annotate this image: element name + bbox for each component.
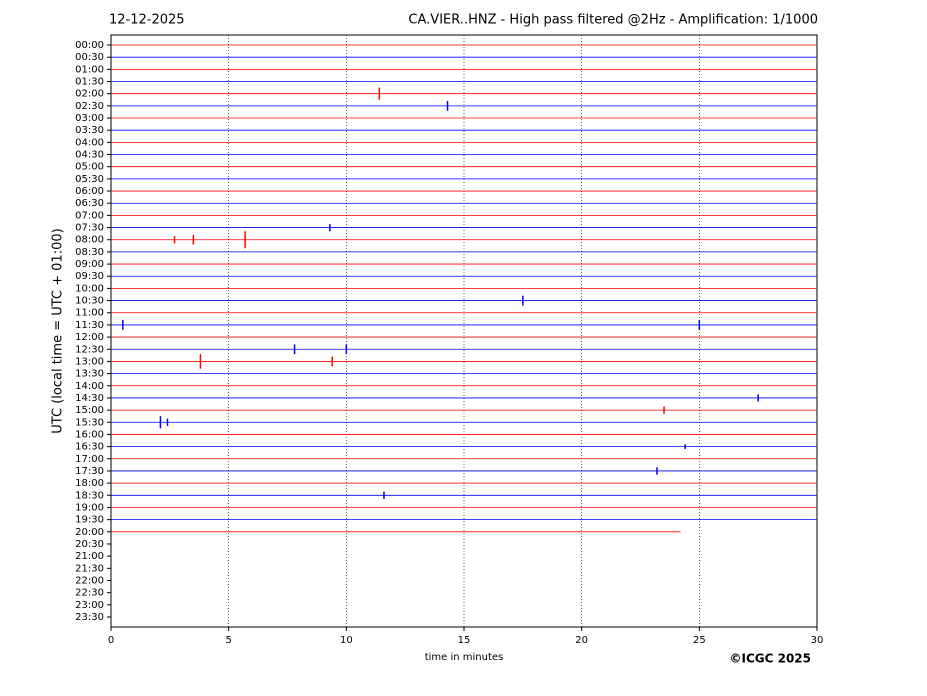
plot-frame: [110, 34, 818, 628]
y-tick-label: 09:00: [75, 259, 104, 270]
y-tick-label: 03:00: [75, 113, 104, 124]
y-tick-label: 18:00: [75, 478, 104, 489]
x-tick-label: 25: [693, 635, 706, 646]
y-tick-label: 04:00: [75, 137, 104, 148]
y-tick-label: 01:30: [75, 77, 104, 88]
y-tick-label: 00:00: [75, 40, 104, 51]
chart-title: 12-12-2025: [109, 13, 185, 28]
y-tick-label: 20:30: [75, 539, 104, 550]
y-tick-label: 04:30: [75, 150, 104, 161]
credit: ©ICGC 2025: [729, 652, 811, 666]
y-tick-label: 23:00: [75, 600, 104, 611]
y-tick-label: 19:30: [75, 515, 104, 526]
y-tick-label: 13:30: [75, 369, 104, 380]
y-tick-label: 09:30: [75, 271, 104, 282]
y-tick-label: 12:30: [75, 344, 104, 355]
y-tick-label: 23:30: [75, 612, 104, 623]
y-axis-label: UTC (local time = UTC + 01:00): [51, 228, 66, 433]
y-tick-label: 12:00: [75, 332, 104, 343]
y-tick-label: 02:30: [75, 101, 104, 112]
y-tick-label: 19:00: [75, 502, 104, 513]
y-tick-label: 03:30: [75, 125, 104, 136]
x-tick-label: 10: [340, 635, 353, 646]
y-tick-label: 00:30: [75, 52, 104, 63]
y-tick-label: 10:00: [75, 283, 104, 294]
y-tick-label: 16:30: [75, 442, 104, 453]
x-axis-label: time in minutes: [425, 652, 504, 663]
y-tick-label: 05:00: [75, 162, 104, 173]
chart-subtitle: CA.VIER..HNZ - High pass filtered @2Hz -…: [408, 13, 818, 28]
y-tick-label: 17:30: [75, 466, 104, 477]
y-tick-label: 22:30: [75, 588, 104, 599]
y-tick-label: 13:00: [75, 356, 104, 367]
y-tick-label: 08:00: [75, 235, 104, 246]
y-tick-label: 10:30: [75, 296, 104, 307]
x-tick-label: 0: [108, 635, 114, 646]
y-tick-label: 08:30: [75, 247, 104, 258]
y-tick-label: 18:30: [75, 490, 104, 501]
y-tick-label: 06:00: [75, 186, 104, 197]
y-tick-label: 06:30: [75, 198, 104, 209]
y-tick-label: 07:00: [75, 210, 104, 221]
y-tick-label: 11:00: [75, 308, 104, 319]
x-tick-label: 5: [225, 635, 231, 646]
x-tick-label: 20: [575, 635, 588, 646]
y-tick-label: 11:30: [75, 320, 104, 331]
y-tick-label: 02:00: [75, 89, 104, 100]
y-tick-label: 16:00: [75, 429, 104, 440]
y-tick-label: 20:00: [75, 527, 104, 538]
y-tick-label: 01:00: [75, 64, 104, 75]
y-tick-label: 21:30: [75, 563, 104, 574]
y-tick-label: 14:00: [75, 381, 104, 392]
x-tick-label: 30: [811, 635, 824, 646]
y-tick-label: 05:30: [75, 174, 104, 185]
y-tick-label: 17:00: [75, 454, 104, 465]
y-tick-label: 21:00: [75, 551, 104, 562]
y-tick-label: 14:30: [75, 393, 104, 404]
x-tick-label: 15: [458, 635, 471, 646]
y-tick-label: 07:30: [75, 223, 104, 234]
y-tick-label: 15:30: [75, 417, 104, 428]
y-tick-label: 22:00: [75, 575, 104, 586]
y-tick-label: 15:00: [75, 405, 104, 416]
